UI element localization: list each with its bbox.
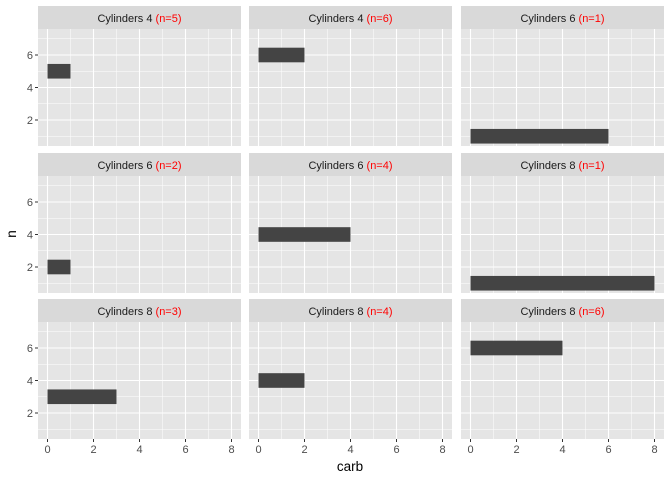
x-tick-label: 4 (559, 444, 565, 456)
x-tick-label: 4 (347, 444, 353, 456)
x-axis: 0 2 4 6 8 0 2 4 6 8 0 2 4 6 8 (44, 439, 658, 456)
facet-panel: Cylinders 8 (n=3) (38, 299, 241, 439)
facet-panel: Cylinders 4 (n=5) (38, 6, 241, 146)
bar (47, 389, 117, 405)
y-tick-label: 4 (27, 83, 33, 95)
x-tick-label: 0 (467, 444, 473, 456)
bar (47, 259, 71, 275)
y-tick-label: 2 (27, 115, 33, 127)
bar (258, 227, 351, 242)
y-tick-label: 4 (27, 376, 33, 388)
y-axis-title: n (4, 230, 19, 238)
facet-panel: Cylinders 8 (n=1) (461, 153, 664, 293)
facet-panel: Cylinders 6 (n=2) (38, 153, 241, 293)
y-tick-label: 2 (27, 262, 33, 274)
bar (470, 340, 563, 356)
facet-panel: Cylinders 6 (n=4) (249, 153, 452, 293)
facet-strip-label: Cylinders 6 (n=4) (308, 160, 392, 172)
facet-panel: Cylinders 8 (n=4) (249, 299, 452, 439)
facet-strip (461, 153, 664, 176)
y-tick-label: 6 (27, 197, 33, 209)
facet-strip (249, 6, 452, 29)
y-axis: 2 4 6 2 4 6 2 4 6 (27, 50, 38, 420)
facet-strip-label: Cylinders 8 (n=4) (308, 306, 392, 318)
facet-panels: Cylinders 4 (n=5) Cylinders 4 (n=6) Cylind… (38, 6, 664, 439)
facet-panel: Cylinders 4 (n=6) (249, 6, 452, 146)
x-tick-label: 8 (651, 444, 657, 456)
facet-strip (461, 299, 664, 322)
x-tick-label: 6 (605, 444, 611, 456)
facet-panel: Cylinders 6 (n=1) (461, 6, 664, 146)
facet-strip (38, 6, 241, 29)
x-tick-label: 6 (182, 444, 188, 456)
y-tick-label: 6 (27, 343, 33, 355)
bar (470, 275, 655, 291)
x-tick-label: 2 (90, 444, 96, 456)
y-tick-label: 2 (27, 408, 33, 420)
y-tick-label: 4 (27, 230, 33, 242)
facet-strip-label: Cylinders 8 (n=6) (520, 306, 604, 318)
x-tick-label: 2 (301, 444, 307, 456)
x-tick-label: 6 (393, 444, 399, 456)
facet-strip-label: Cylinders 6 (n=1) (520, 13, 604, 25)
facet-strip (461, 6, 664, 29)
facet-strip-label: Cylinders 6 (n=2) (97, 160, 181, 172)
x-tick-label: 0 (44, 444, 50, 456)
x-tick-label: 0 (255, 444, 261, 456)
facet-strip (249, 299, 452, 322)
x-tick-label: 4 (136, 444, 142, 456)
facet-strip (38, 153, 241, 176)
x-tick-label: 8 (439, 444, 445, 456)
x-tick-label: 2 (513, 444, 519, 456)
bar (258, 373, 305, 388)
facet-strip-label: Cylinders 4 (n=5) (97, 13, 181, 25)
bar (47, 63, 71, 79)
x-tick-label: 8 (228, 444, 234, 456)
facet-strip (249, 153, 452, 176)
x-axis-title: carb (337, 459, 363, 474)
facet-strip-label: Cylinders 8 (n=3) (97, 306, 181, 318)
facet-panel: Cylinders 8 (n=6) (461, 299, 664, 439)
facet-strip (38, 299, 241, 322)
y-tick-label: 6 (27, 50, 33, 62)
facet-strip-label: Cylinders 4 (n=6) (308, 13, 392, 25)
bar (470, 128, 609, 144)
facet-strip-label: Cylinders 8 (n=1) (520, 160, 604, 172)
bar (258, 47, 305, 63)
